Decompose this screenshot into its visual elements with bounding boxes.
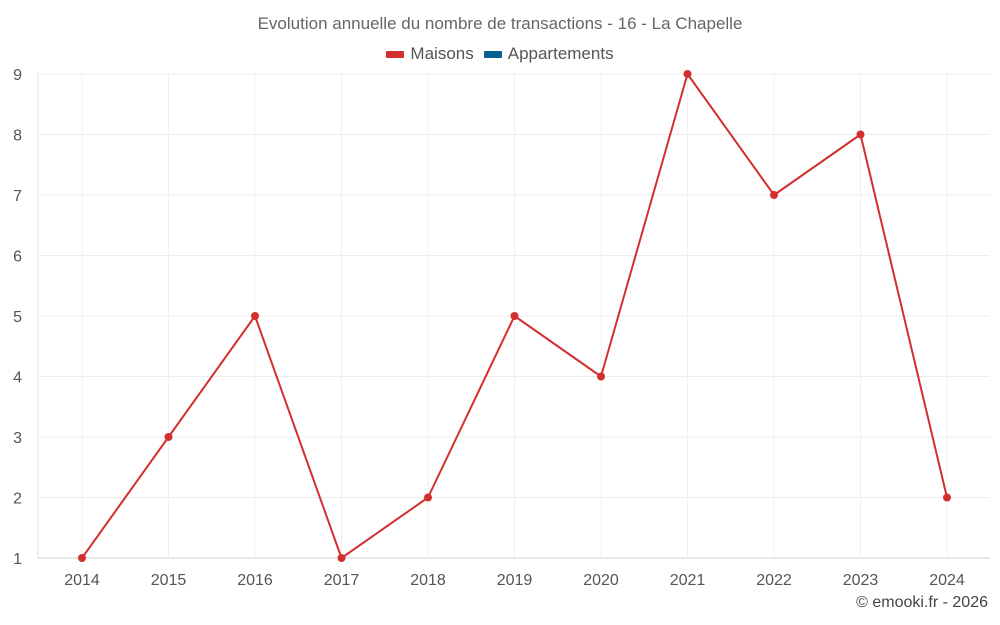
data-point xyxy=(856,130,865,139)
data-point xyxy=(510,312,519,320)
legend-item-appartements[interactable]: Appartements xyxy=(483,44,614,64)
legend: Maisons Appartements xyxy=(0,44,1000,64)
y-tick-label: 7 xyxy=(13,188,22,205)
x-tick-label: 2019 xyxy=(497,572,533,589)
credit-text: © emooki.fr - 2026 xyxy=(856,594,988,611)
x-tick-label: 2016 xyxy=(237,572,273,589)
data-point xyxy=(943,493,951,502)
legend-swatch-maisons xyxy=(386,50,405,58)
x-tick-label: 2021 xyxy=(670,572,706,589)
data-point xyxy=(337,554,346,562)
x-tick-label: 2015 xyxy=(151,572,187,589)
legend-item-maisons[interactable]: Maisons xyxy=(386,44,474,64)
data-point xyxy=(424,493,432,502)
x-tick-label: 2018 xyxy=(410,572,446,589)
x-tick-label: 2017 xyxy=(324,572,360,589)
x-tick-label: 2023 xyxy=(843,572,879,589)
x-tick-label: 2020 xyxy=(583,572,619,589)
y-tick-label: 6 xyxy=(13,249,22,266)
legend-label-appartements: Appartements xyxy=(507,44,614,63)
y-tick-label: 8 xyxy=(13,128,22,145)
legend-label-maisons: Maisons xyxy=(410,44,474,63)
data-point xyxy=(770,191,778,199)
y-tick-label: 4 xyxy=(13,370,22,387)
x-tick-label: 2022 xyxy=(756,572,792,589)
x-tick-label: 2014 xyxy=(64,572,100,589)
y-tick-label: 9 xyxy=(13,67,22,84)
data-point xyxy=(683,70,692,78)
data-point xyxy=(78,554,86,562)
chart-title: Evolution annuelle du nombre de transact… xyxy=(257,14,743,33)
x-tick-label: 2024 xyxy=(929,572,965,589)
y-tick-label: 1 xyxy=(13,551,22,568)
data-point xyxy=(597,372,605,381)
y-tick-label: 2 xyxy=(13,491,22,508)
y-tick-label: 5 xyxy=(13,309,22,326)
data-point xyxy=(164,433,173,441)
data-point xyxy=(251,312,259,320)
y-tick-label: 3 xyxy=(13,430,22,447)
legend-swatch-appartements xyxy=(483,50,502,58)
